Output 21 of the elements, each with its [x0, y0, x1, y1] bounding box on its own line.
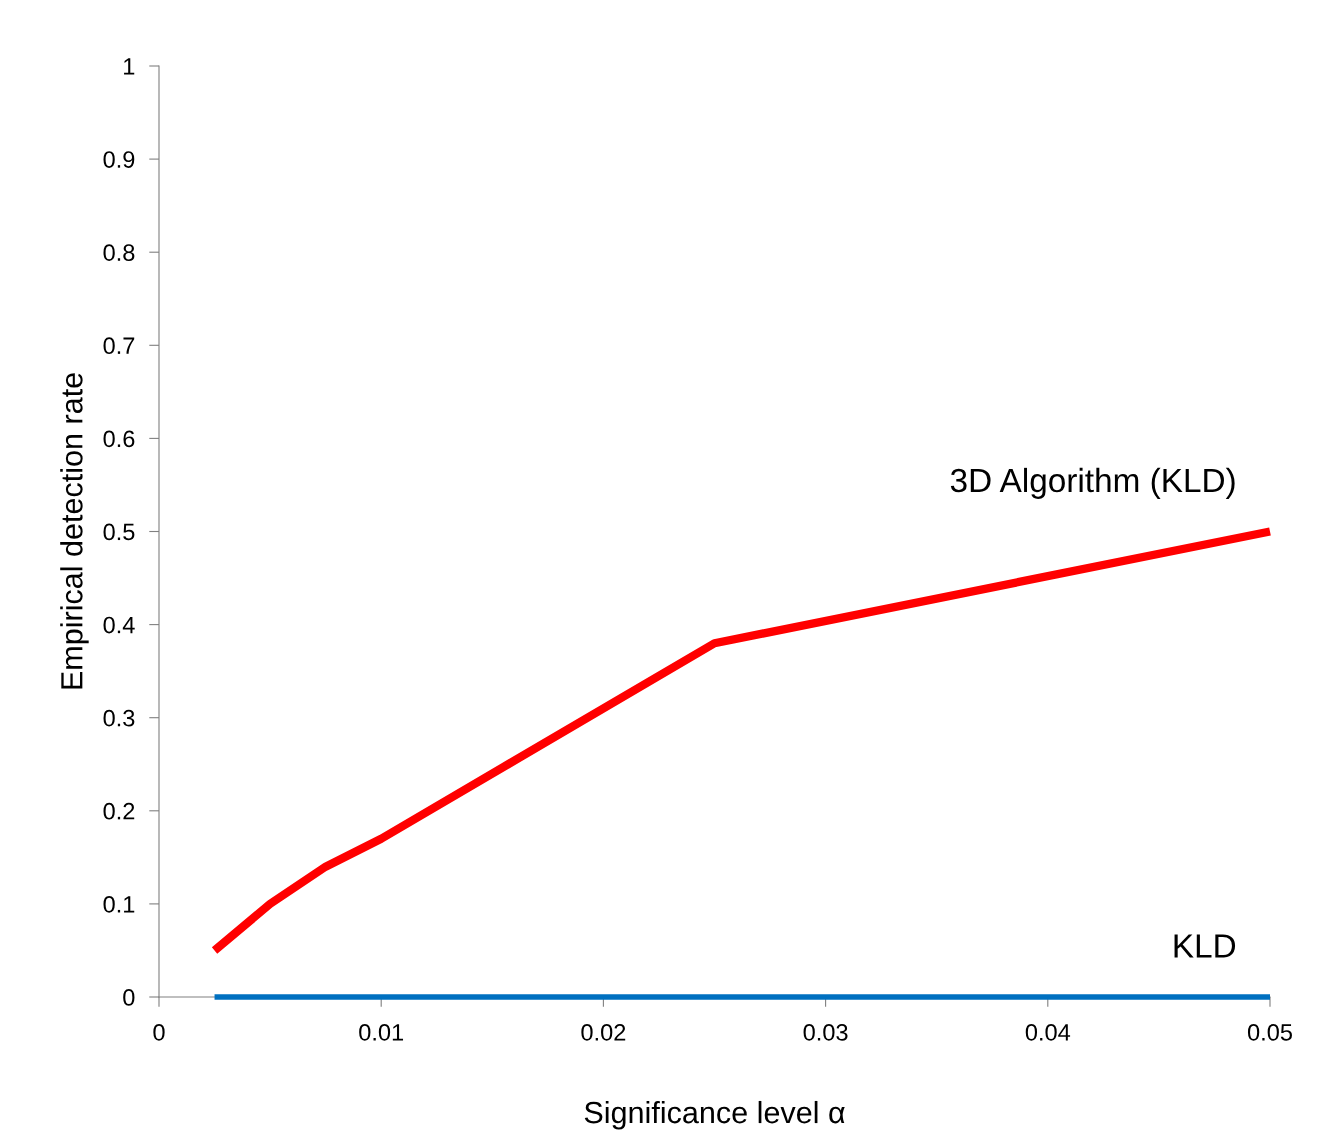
- x-tick-label: 0.04: [1025, 1024, 1071, 1041]
- y-tick-label: 0.2: [103, 802, 135, 820]
- y-tick-label: 0.5: [103, 523, 135, 541]
- y-tick-label: 0.1: [103, 895, 135, 913]
- y-tick-label: 0.6: [103, 430, 135, 448]
- x-axis-title: Significance level α: [584, 1100, 845, 1130]
- y-tick-label: 0.3: [103, 709, 135, 727]
- y-tick-label: 0.9: [103, 151, 135, 168]
- y-tick-label: 0.8: [103, 244, 135, 261]
- y-axis-title: Empirical detection rate: [60, 373, 89, 689]
- x-tick-label: 0.02: [581, 1024, 626, 1041]
- series-label: KLD: [1174, 934, 1236, 958]
- y-tick-label: 1: [124, 58, 135, 75]
- x-tick-label: 0: [153, 1024, 165, 1041]
- y-tick-label: 0: [123, 989, 135, 1006]
- x-tick-label: 0.03: [803, 1024, 848, 1041]
- x-tick-label: 0.01: [359, 1024, 404, 1041]
- series-label: 3D Algorithm (KLD): [950, 467, 1235, 499]
- y-tick-label: 0.4: [103, 616, 135, 634]
- x-tick-label: 0.05: [1247, 1024, 1292, 1041]
- y-tick-label: 0.7: [103, 337, 135, 355]
